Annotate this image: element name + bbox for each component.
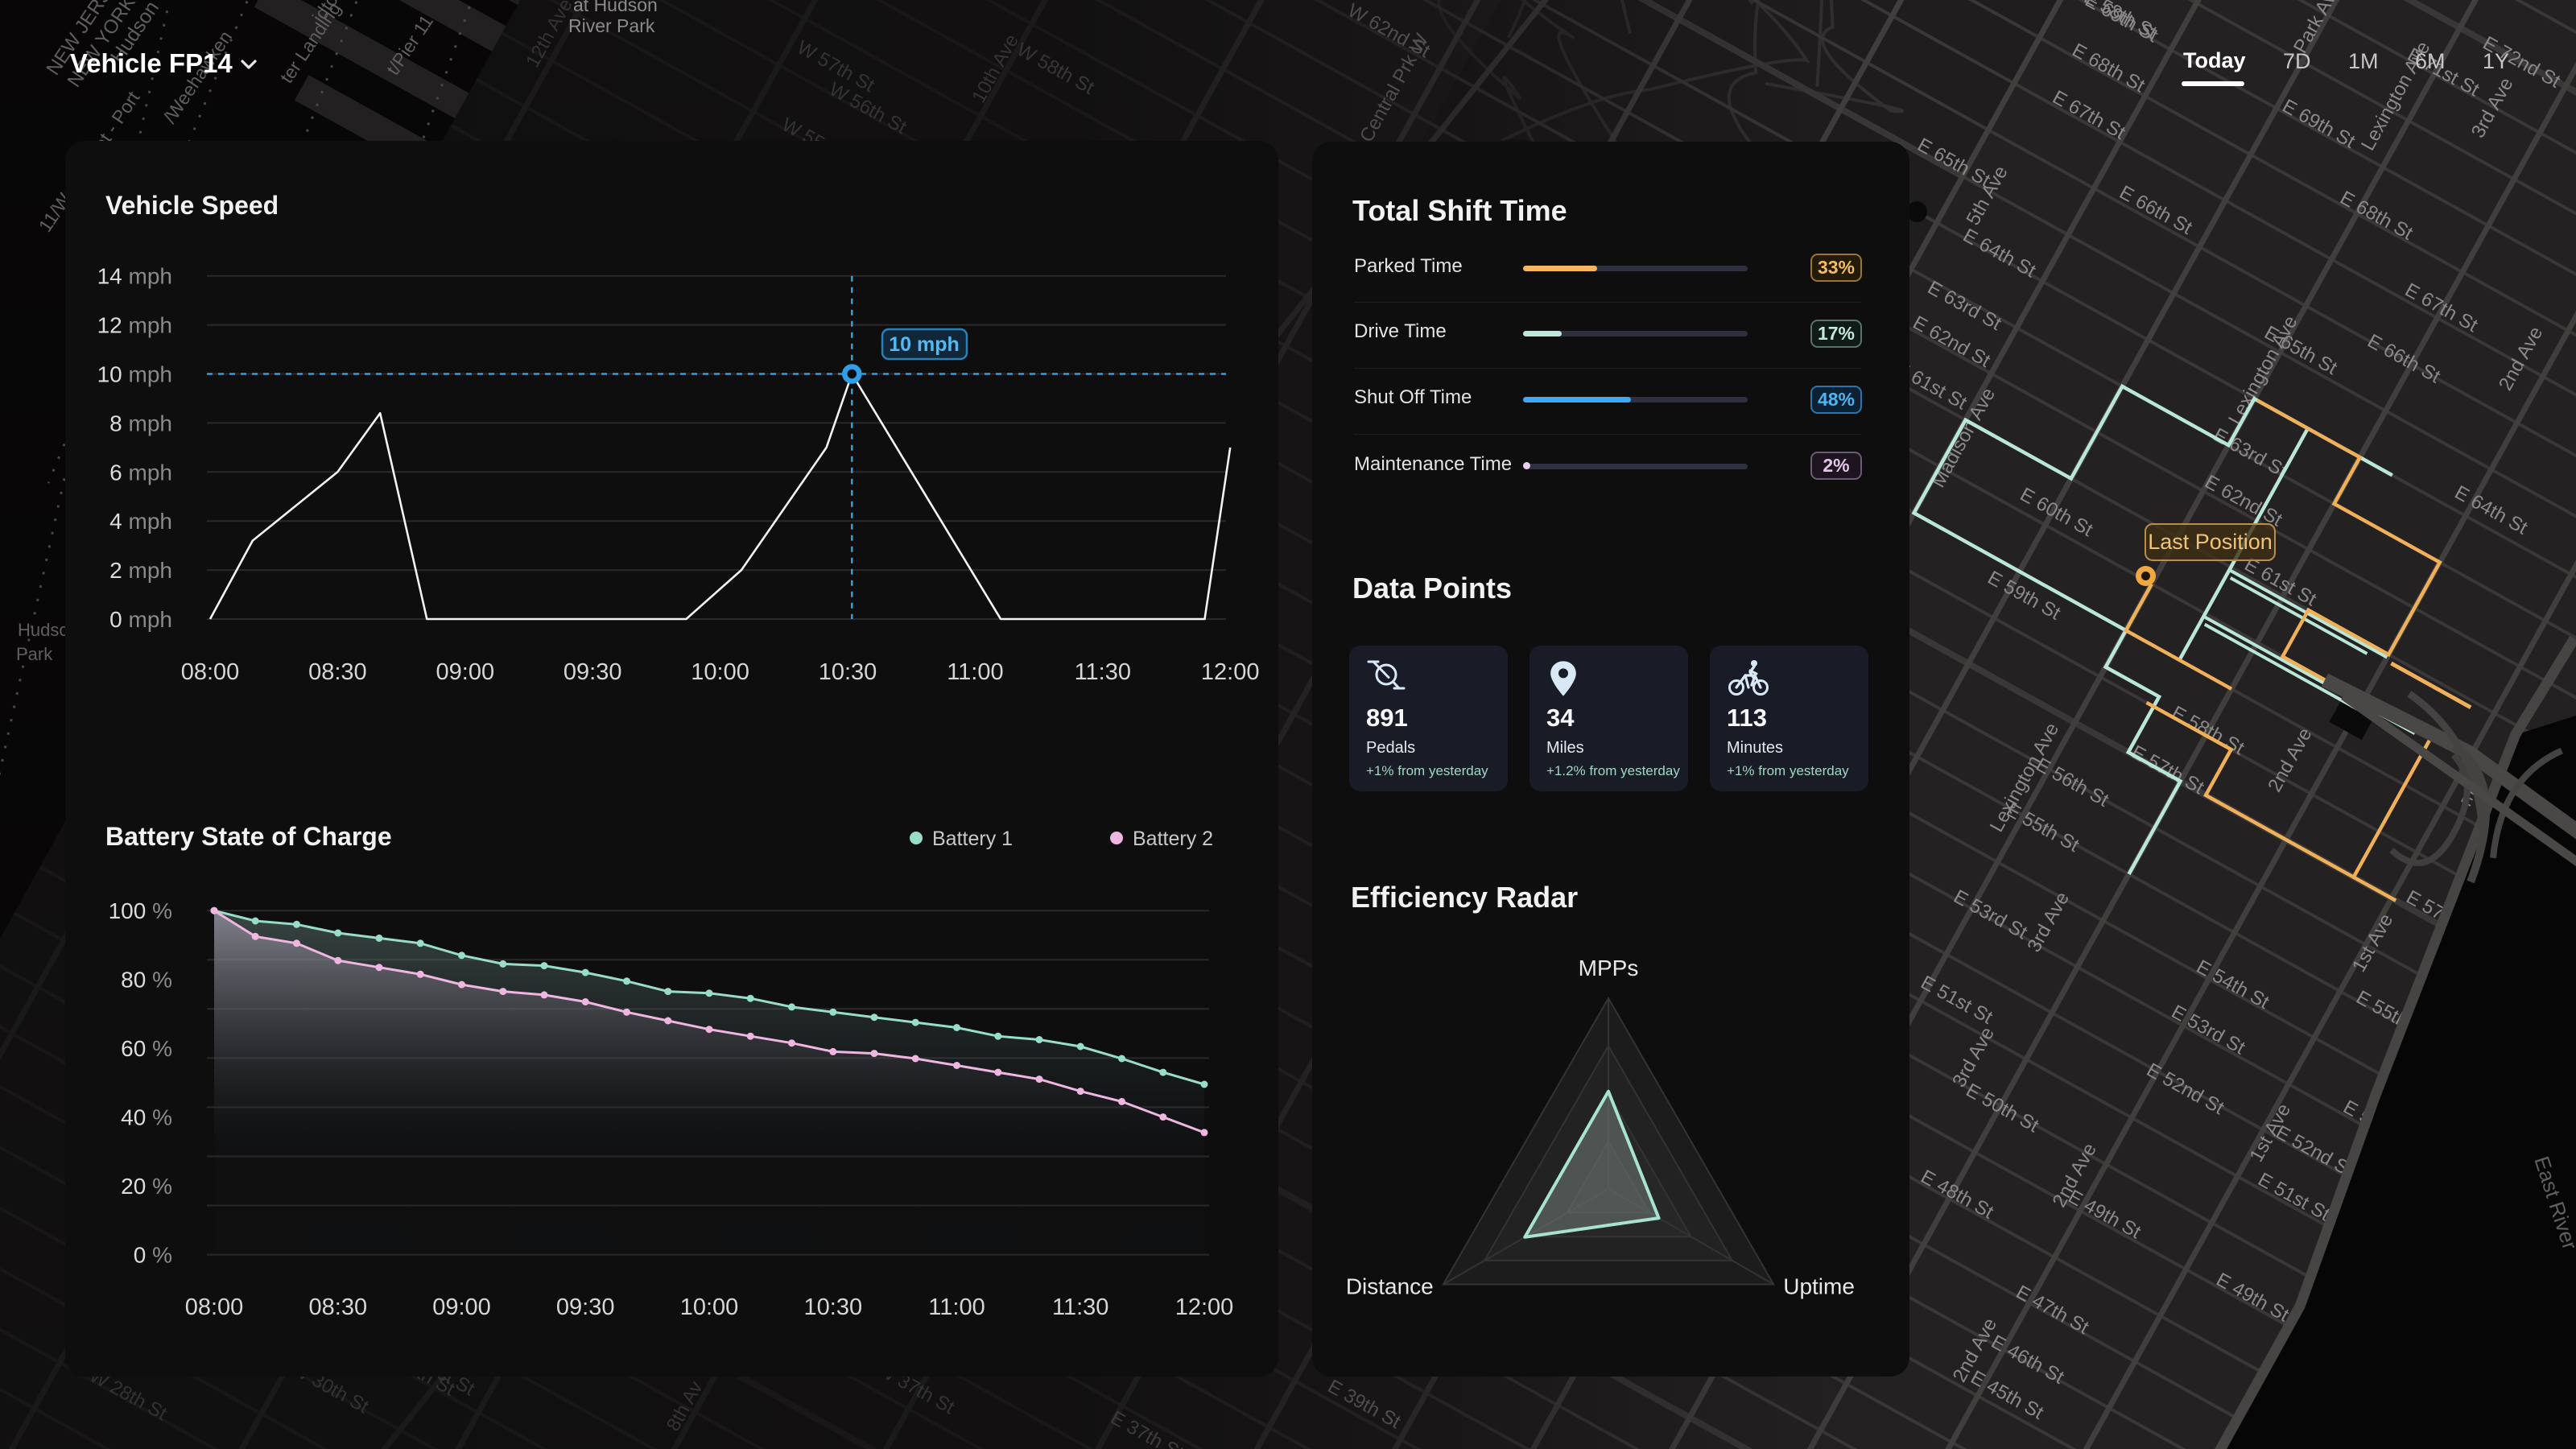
- svg-text:08:30: 08:30: [308, 659, 367, 685]
- svg-text:River Park: River Park: [568, 15, 655, 36]
- svg-text:6 mph: 6 mph: [109, 460, 172, 485]
- svg-text:East River: East River: [2529, 1154, 2576, 1253]
- svg-text:2 mph: 2 mph: [109, 558, 172, 583]
- svg-text:40 %: 40 %: [121, 1105, 172, 1130]
- svg-text:08:00: 08:00: [181, 659, 240, 685]
- svg-text:Distance: Distance: [1346, 1274, 1434, 1299]
- svg-text:11:30: 11:30: [1075, 659, 1131, 685]
- svg-text:10:30: 10:30: [819, 659, 877, 685]
- svg-text:10 mph: 10 mph: [97, 362, 172, 387]
- svg-text:100 %: 100 %: [109, 898, 172, 923]
- svg-text:09:00: 09:00: [436, 659, 495, 685]
- svg-text:10:30: 10:30: [804, 1294, 863, 1320]
- svg-text:80 %: 80 %: [121, 968, 172, 993]
- svg-text:10 mph: 10 mph: [889, 333, 960, 356]
- svg-text:12:00: 12:00: [1175, 1294, 1234, 1320]
- svg-text:MPPs: MPPs: [1579, 956, 1639, 980]
- svg-text:0 mph: 0 mph: [109, 607, 172, 632]
- svg-text:08:00: 08:00: [185, 1294, 244, 1320]
- svg-text:20 %: 20 %: [121, 1174, 172, 1199]
- svg-text:14 mph: 14 mph: [97, 264, 172, 289]
- svg-text:09:00: 09:00: [432, 1294, 491, 1320]
- svg-text:12:00: 12:00: [1201, 659, 1260, 685]
- svg-text:08:30: 08:30: [309, 1294, 368, 1320]
- svg-text:Park: Park: [16, 644, 53, 664]
- svg-text:Battery 1: Battery 1: [932, 828, 1013, 850]
- svg-text:09:30: 09:30: [564, 659, 622, 685]
- svg-text:10:00: 10:00: [691, 659, 749, 685]
- svg-text:Battery 2: Battery 2: [1133, 828, 1213, 850]
- svg-text:11:00: 11:00: [928, 1294, 985, 1320]
- svg-text:0 %: 0 %: [134, 1243, 172, 1268]
- svg-text:at Hudson: at Hudson: [573, 0, 658, 15]
- svg-text:09:30: 09:30: [556, 1294, 615, 1320]
- svg-text:Uptime: Uptime: [1783, 1274, 1855, 1299]
- svg-text:12 mph: 12 mph: [97, 313, 172, 338]
- svg-text:60 %: 60 %: [121, 1036, 172, 1061]
- svg-text:4 mph: 4 mph: [109, 509, 172, 534]
- svg-text:8 mph: 8 mph: [109, 411, 172, 436]
- svg-text:11:00: 11:00: [947, 659, 1003, 685]
- svg-text:10:00: 10:00: [680, 1294, 739, 1320]
- svg-text:11:30: 11:30: [1052, 1294, 1108, 1320]
